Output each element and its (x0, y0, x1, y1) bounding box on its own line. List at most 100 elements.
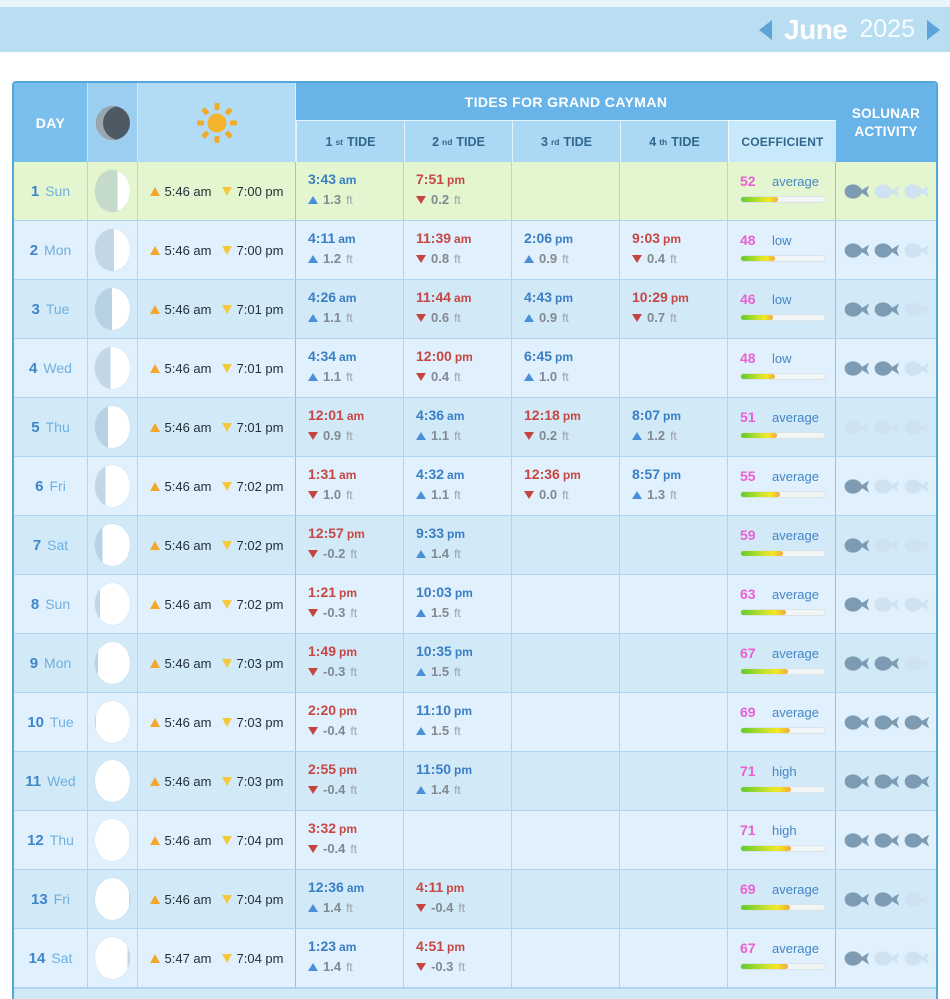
tide-height: 1.1 ft (416, 487, 509, 502)
fish-icon (904, 419, 929, 435)
coefficient-bar (740, 550, 826, 557)
sun-times-cell: 5:46 am 7:02 pm (138, 457, 296, 516)
tide-direction-icon (416, 667, 426, 676)
tide-cell: 12:00 pm 0.4 ft (404, 339, 512, 398)
day-column-header: DAY (14, 83, 88, 162)
tide-direction-icon (308, 254, 318, 263)
sun-times-cell: 5:46 am 7:00 pm (138, 162, 296, 221)
day-cell[interactable]: 5 Thu (14, 398, 88, 457)
day-cell[interactable]: 1 Sun (14, 162, 88, 221)
sunrise-time: 5:46 am (164, 655, 212, 671)
prev-month-button[interactable] (759, 19, 773, 40)
coefficient-label: average (772, 469, 819, 484)
day-cell[interactable]: 11 Wed (14, 752, 88, 811)
coefficient-bar-fill (741, 315, 773, 320)
moon-phase-icon (95, 524, 130, 566)
table-row: 1 Sun 5:46 am 7:00 pm 3:43 am 1.3 ft 7:51 p… (14, 162, 936, 221)
day-cell[interactable]: 3 Tue (14, 280, 88, 339)
moon-phase-icon (95, 819, 130, 861)
tide-time: 8:07 pm (632, 407, 682, 423)
fish-icon (874, 950, 899, 966)
day-cell[interactable]: 6 Fri (14, 457, 88, 516)
fish-icon (844, 419, 869, 435)
tide-height: 1.5 ft (416, 605, 509, 620)
table-row: 5 Thu 5:46 am 7:01 pm 12:01 am 0.9 ft 4:36… (14, 398, 936, 457)
tide-cell (512, 693, 620, 752)
tide-direction-icon (308, 195, 318, 204)
tide-height: -0.4 ft (308, 782, 401, 797)
tide-cell (620, 516, 728, 575)
sunrise-time: 5:46 am (164, 891, 212, 907)
tide-direction-icon (416, 549, 426, 558)
tide-entry: 4:51 pm -0.3 ft (416, 938, 509, 974)
day-number: 12 (27, 831, 44, 849)
moon-phase-cell (88, 280, 138, 339)
tide-cell: 10:03 pm 1.5 ft (404, 575, 512, 634)
sunset-time: 7:03 pm (236, 773, 284, 789)
fish-icon (874, 596, 899, 612)
day-header-label: DAY (35, 114, 66, 131)
coefficient-cell: 48 low (728, 339, 836, 398)
coefficient-label: high (772, 764, 797, 779)
day-cell[interactable]: 9 Mon (14, 634, 88, 693)
sun-times-cell: 5:46 am 7:00 pm (138, 221, 296, 280)
coefficient-label: low (772, 233, 792, 248)
tide-height: 1.1 ft (416, 428, 509, 443)
fish-icon (844, 183, 869, 199)
sunrise-icon (149, 363, 160, 373)
day-cell[interactable]: 7 Sat (14, 516, 88, 575)
tide-entry: 3:43 am 1.3 ft (308, 171, 401, 207)
fish-icon (874, 183, 899, 199)
tide-time: 6:45 pm (524, 348, 574, 364)
coefficient-cell: 69 average (728, 693, 836, 752)
day-weekday: Sat (51, 950, 73, 966)
tide-cell (620, 752, 728, 811)
day-weekday: Mon (44, 242, 72, 258)
sun-times-cell: 5:47 am 7:04 pm (138, 929, 296, 988)
tide-entry: 1:49 pm -0.3 ft (308, 643, 401, 679)
day-cell[interactable]: 10 Tue (14, 693, 88, 752)
tide-height: 1.1 ft (308, 310, 401, 325)
tide-entry: 2:06 pm 0.9 ft (524, 230, 617, 266)
day-cell[interactable]: 8 Sun (14, 575, 88, 634)
tide-cell: 11:10 pm 1.5 ft (404, 693, 512, 752)
sunset-icon (221, 363, 232, 373)
day-cell[interactable]: 14 Sat (14, 929, 88, 988)
sunrise-icon (149, 186, 160, 196)
sunrise-time: 5:46 am (164, 832, 212, 848)
next-month-button[interactable] (927, 19, 940, 40)
day-cell[interactable]: 2 Mon (14, 221, 88, 280)
tide-cell: 8:57 pm 1.3 ft (620, 457, 728, 516)
coefficient-label: average (772, 646, 819, 661)
coefficient-bar-fill (741, 964, 789, 969)
tide-time: 4:36 am (416, 407, 465, 423)
tide-cell: 12:36 am 1.4 ft (296, 870, 404, 929)
coefficient-cell: 51 average (728, 398, 836, 457)
fish-icon (844, 242, 869, 258)
tide-entry: 7:51 pm 0.2 ft (416, 171, 509, 207)
day-cell[interactable]: 4 Wed (14, 339, 88, 398)
tide-height: 1.1 ft (308, 369, 401, 384)
table-row: 14 Sat 5:47 am 7:04 pm 1:23 am 1.4 ft 4:51… (14, 929, 936, 988)
fish-icon (874, 832, 899, 848)
moon-phase-icon (95, 937, 130, 979)
day-cell[interactable]: 12 Thu (14, 811, 88, 870)
tide-height: -0.3 ft (308, 605, 401, 620)
tide-cell (512, 634, 620, 693)
tide-entry: 4:26 am 1.1 ft (308, 289, 401, 325)
coefficient-cell: 55 average (728, 457, 836, 516)
solunar-cell (836, 870, 936, 929)
tide-cell (620, 634, 728, 693)
coefficient-cell: 69 average (728, 870, 836, 929)
moon-phase-icon (95, 642, 130, 684)
coefficient-value: 51 (740, 409, 756, 425)
tide-time: 10:35 pm (416, 643, 473, 659)
tide-entry: 12:36 pm 0.0 ft (524, 466, 617, 502)
fish-icon (844, 537, 869, 553)
day-cell[interactable]: 13 Fri (14, 870, 88, 929)
day-number: 7 (32, 536, 42, 554)
tide-time: 4:51 pm (416, 938, 466, 954)
tide-time: 3:43 am (308, 171, 357, 187)
tide-time: 1:23 am (308, 938, 357, 954)
